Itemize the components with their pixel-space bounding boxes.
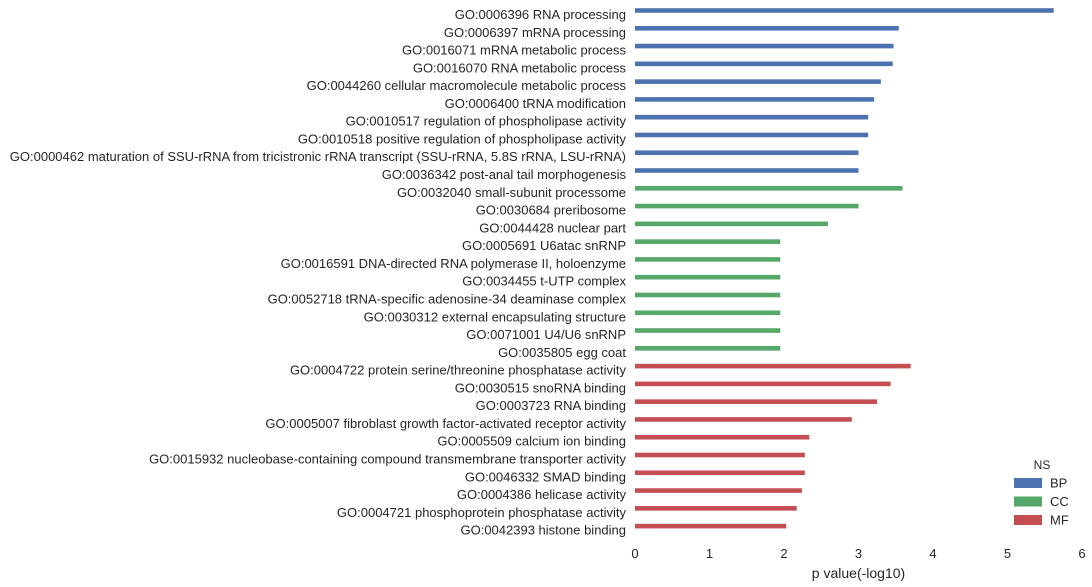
bar-bp-2	[635, 43, 894, 49]
category-label: GO:0010518 positive regulation of phosph…	[298, 131, 627, 146]
bar-mf-27	[635, 488, 802, 493]
x-tick-label: 6	[1078, 546, 1085, 561]
bar-cc-18	[635, 328, 781, 333]
legend-label-cc: CC	[1050, 494, 1069, 509]
category-label: GO:0006397 mRNA processing	[444, 25, 626, 40]
category-label: GO:0016591 DNA-directed RNA polymerase I…	[281, 256, 626, 271]
bar-mf-22	[635, 399, 878, 404]
category-label: GO:0004386 helicase activity	[457, 487, 627, 502]
x-tick-label: 3	[855, 546, 862, 561]
bar-mf-24	[635, 434, 810, 440]
legend-label-mf: MF	[1050, 513, 1069, 528]
bar-bp-7	[635, 132, 869, 138]
legend-label-bp: BP	[1050, 476, 1067, 491]
bar-cc-16	[635, 292, 781, 298]
category-label: GO:0071001 U4/U6 snRNP	[466, 327, 626, 342]
category-label: GO:0006400 tRNA modification	[445, 96, 626, 111]
bar-cc-13	[635, 239, 781, 244]
category-label: GO:0032040 small-subunit processome	[397, 185, 626, 200]
category-label: GO:0044260 cellular macromolecule metabo…	[307, 78, 627, 93]
category-label: GO:0052718 tRNA-specific adenosine-34 de…	[268, 291, 627, 306]
category-label: GO:0030312 external encapsulating struct…	[364, 309, 626, 324]
bar-mf-23	[635, 417, 852, 422]
bar-mf-26	[635, 470, 805, 476]
category-label: GO:0010517 regulation of phospholipase a…	[346, 114, 627, 129]
category-label: GO:0015932 nucleobase-containing compoun…	[149, 452, 626, 467]
category-label: GO:0034455 t-UTP complex	[462, 274, 626, 289]
bar-cc-14	[635, 257, 781, 262]
category-label: GO:0036342 post-anal tail morphogenesis	[382, 167, 627, 182]
category-label: GO:0030515 snoRNA binding	[455, 380, 626, 395]
category-label: GO:0035805 egg coat	[498, 345, 626, 360]
legend-swatch-bp	[1014, 478, 1042, 488]
x-tick-label: 2	[780, 546, 787, 561]
category-labels: GO:0006396 RNA processing GO:0006397 mRNA…	[10, 7, 627, 538]
legend-title: NS	[1034, 458, 1051, 472]
bar-mf-20	[635, 363, 911, 369]
x-axis-ticks: 0 1 2 3 4 5 6	[631, 546, 1085, 561]
legend: NS BP CC MF	[1014, 458, 1069, 528]
x-tick-label: 4	[929, 546, 936, 561]
category-label: GO:0003723 RNA binding	[476, 398, 626, 413]
category-label: GO:0004721 phosphoprotein phosphatase ac…	[337, 505, 627, 520]
bar-cc-11	[635, 203, 859, 209]
category-label: GO:0006396 RNA processing	[455, 7, 626, 22]
category-label: GO:0030684 preribosome	[476, 203, 626, 218]
category-label: GO:0005509 calcium ion binding	[437, 434, 626, 449]
bar-mf-25	[635, 452, 805, 458]
bar-bp-4	[635, 79, 881, 84]
category-label: GO:0046332 SMAD binding	[465, 469, 626, 484]
legend-swatch-cc	[1014, 496, 1042, 507]
bar-bp-0	[635, 8, 1054, 13]
bar-bp-6	[635, 114, 869, 120]
legend-swatch-mf	[1014, 515, 1042, 525]
category-label: GO:0016071 mRNA metabolic process	[402, 43, 626, 58]
bar-cc-17	[635, 310, 781, 316]
x-axis-title: p value(-log10)	[812, 565, 905, 581]
bar-mf-28	[635, 506, 797, 511]
category-label: GO:0004722 protein serine/threonine phos…	[290, 363, 627, 378]
bar-mf-21	[635, 381, 891, 387]
bars-layer	[635, 8, 1054, 529]
category-label: GO:0016070 RNA metabolic process	[413, 60, 627, 75]
x-tick-label: 0	[631, 546, 638, 561]
bar-bp-9	[635, 168, 859, 173]
bar-bp-3	[635, 61, 893, 67]
category-label: GO:0044428 nuclear part	[479, 220, 626, 235]
bar-cc-12	[635, 221, 828, 227]
bar-cc-15	[635, 274, 781, 280]
category-label: GO:0042393 histone binding	[460, 523, 626, 538]
bar-bp-1	[635, 25, 899, 31]
x-tick-label: 5	[1004, 546, 1011, 561]
category-label: GO:0005691 U6atac snRNP	[462, 238, 626, 253]
x-tick-label: 1	[706, 546, 713, 561]
bar-bp-8	[635, 150, 859, 156]
bar-cc-19	[635, 346, 781, 351]
bar-cc-10	[635, 186, 903, 191]
category-label: GO:0000462 maturation of SSU-rRNA from t…	[10, 149, 626, 164]
category-label: GO:0005007 fibroblast growth factor-acti…	[265, 416, 626, 431]
bar-mf-29	[635, 523, 787, 529]
bar-bp-5	[635, 97, 875, 102]
